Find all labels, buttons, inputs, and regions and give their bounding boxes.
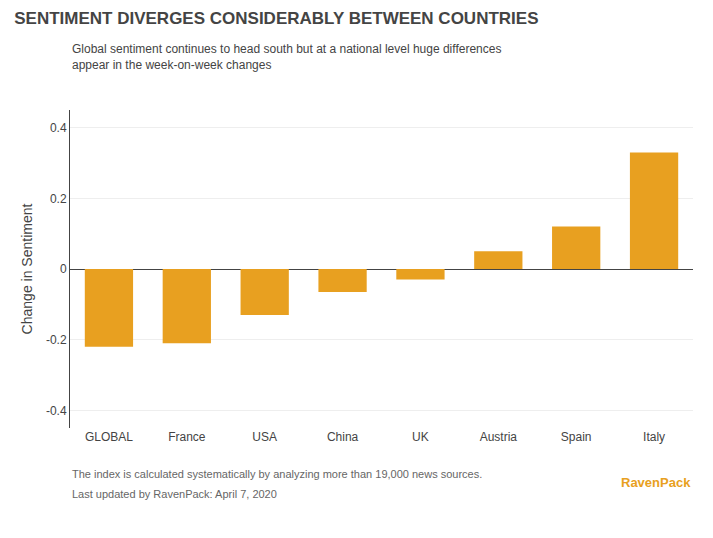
svg-text:Austria: Austria <box>480 430 518 444</box>
svg-text:SENTIMENT DIVERGES CONSIDERABL: SENTIMENT DIVERGES CONSIDERABLY BETWEEN … <box>14 9 538 28</box>
svg-text:Last updated by RavenPack: Apr: Last updated by RavenPack: April 7, 2020 <box>72 488 277 500</box>
svg-text:France: France <box>168 430 206 444</box>
svg-text:The index is calculated system: The index is calculated systematically b… <box>72 468 482 480</box>
svg-text:-0.2: -0.2 <box>46 333 67 347</box>
svg-text:-0.4: -0.4 <box>46 404 67 418</box>
svg-text:0.4: 0.4 <box>50 121 67 135</box>
svg-text:USA: USA <box>252 430 277 444</box>
svg-text:Spain: Spain <box>561 430 592 444</box>
svg-text:GLOBAL: GLOBAL <box>85 430 133 444</box>
svg-text:Change in Sentiment: Change in Sentiment <box>19 204 35 335</box>
svg-text:Global sentiment continues to: Global sentiment continues to head south… <box>72 42 501 72</box>
svg-text:0: 0 <box>60 262 67 276</box>
svg-text:RavenPack: RavenPack <box>621 475 691 490</box>
svg-text:UK: UK <box>412 430 429 444</box>
svg-text:China: China <box>327 430 359 444</box>
svg-text:Italy: Italy <box>643 430 665 444</box>
svg-text:0.2: 0.2 <box>50 192 67 206</box>
